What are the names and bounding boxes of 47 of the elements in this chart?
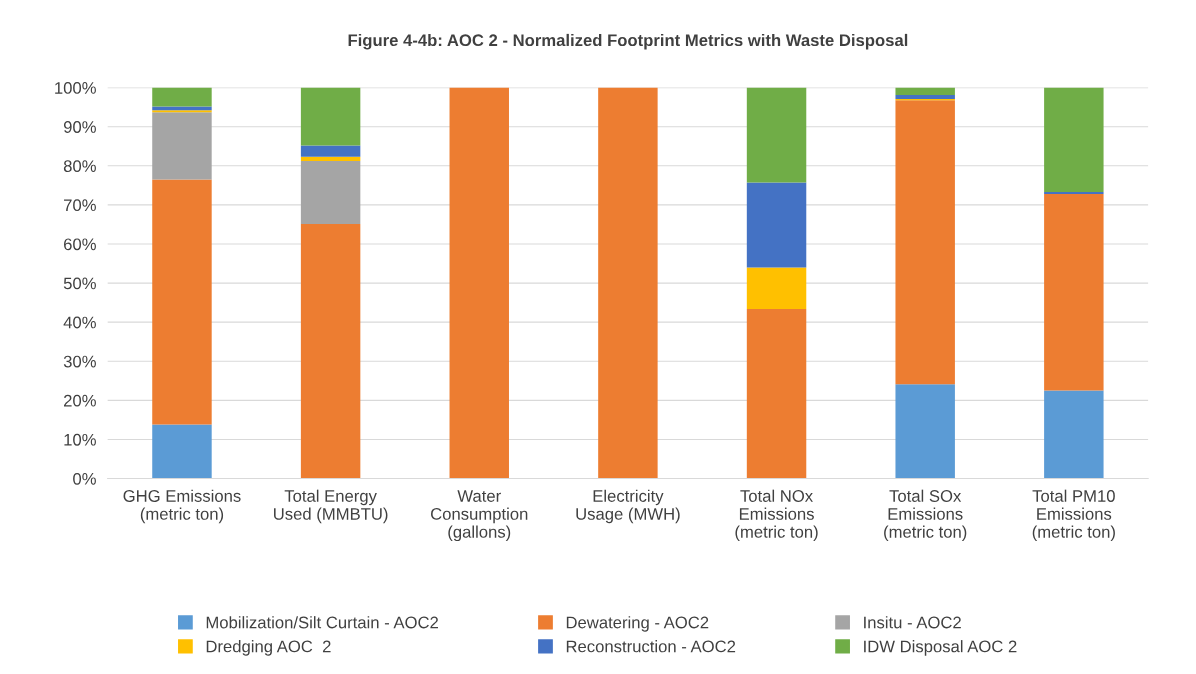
x-tick-label: Total SOx Emissions (metric ton) bbox=[884, 489, 967, 542]
bar bbox=[152, 179, 212, 425]
y-tick-label: 60% bbox=[64, 238, 96, 251]
bar bbox=[746, 267, 807, 309]
y-tick-label: 30% bbox=[63, 355, 96, 368]
legend-label: Dewatering - AOC2 bbox=[566, 616, 709, 632]
y-tick-label: 20% bbox=[64, 394, 96, 407]
chart-title: Figure 4-4b: AOC 2 - Normalized Footprint Metrics with Waste Disposal bbox=[348, 33, 908, 50]
bar bbox=[598, 87, 658, 479]
y-tick-label: 0% bbox=[73, 472, 96, 485]
bar bbox=[895, 384, 955, 479]
y-tick-label: 100% bbox=[55, 82, 96, 94]
x-tick-label: Water Consumption (gallons) bbox=[431, 490, 528, 542]
bar bbox=[300, 87, 361, 146]
y-tick-label: 70% bbox=[64, 199, 96, 212]
y-tick-label: 80% bbox=[63, 160, 96, 173]
bar bbox=[152, 106, 212, 111]
bar bbox=[300, 224, 361, 479]
x-tick-label: Electricity Usage (MWH) bbox=[576, 489, 680, 524]
bar bbox=[746, 308, 807, 479]
y-tick-label: 40% bbox=[63, 316, 96, 329]
bar bbox=[449, 87, 509, 479]
legend-label: IDW Disposal AOC 2 bbox=[864, 640, 1017, 656]
bar bbox=[152, 87, 212, 107]
bar bbox=[152, 424, 212, 479]
y-tick-label: 50% bbox=[63, 277, 96, 290]
x-tick-label: Total Energy Used (MMBTU) bbox=[274, 489, 388, 524]
bar bbox=[1044, 87, 1104, 192]
legend-label: Mobilization/Silt Curtain - AOC2 bbox=[206, 616, 438, 629]
bar bbox=[746, 182, 807, 268]
bar bbox=[895, 87, 955, 96]
bar bbox=[746, 87, 807, 183]
legend-label: Reconstruction - AOC2 bbox=[566, 640, 736, 653]
bar bbox=[1044, 193, 1104, 391]
bar bbox=[300, 161, 361, 225]
y-tick-label: 90% bbox=[63, 121, 96, 133]
legend-label: Dredging AOC 2 bbox=[206, 640, 331, 656]
bar bbox=[300, 156, 361, 162]
bar bbox=[300, 145, 361, 157]
legend-label: Insitu - AOC2 bbox=[864, 616, 961, 629]
x-tick-label: Total PM10 Emissions (metric ton) bbox=[1032, 489, 1115, 542]
bar bbox=[152, 112, 212, 180]
bar bbox=[1044, 390, 1104, 479]
x-tick-label: Total NOx Emissions (metric ton) bbox=[735, 489, 818, 542]
y-tick-label: 10% bbox=[64, 433, 96, 446]
x-tick-label: GHG Emissions (metric ton) bbox=[123, 489, 241, 524]
bar bbox=[895, 100, 955, 385]
